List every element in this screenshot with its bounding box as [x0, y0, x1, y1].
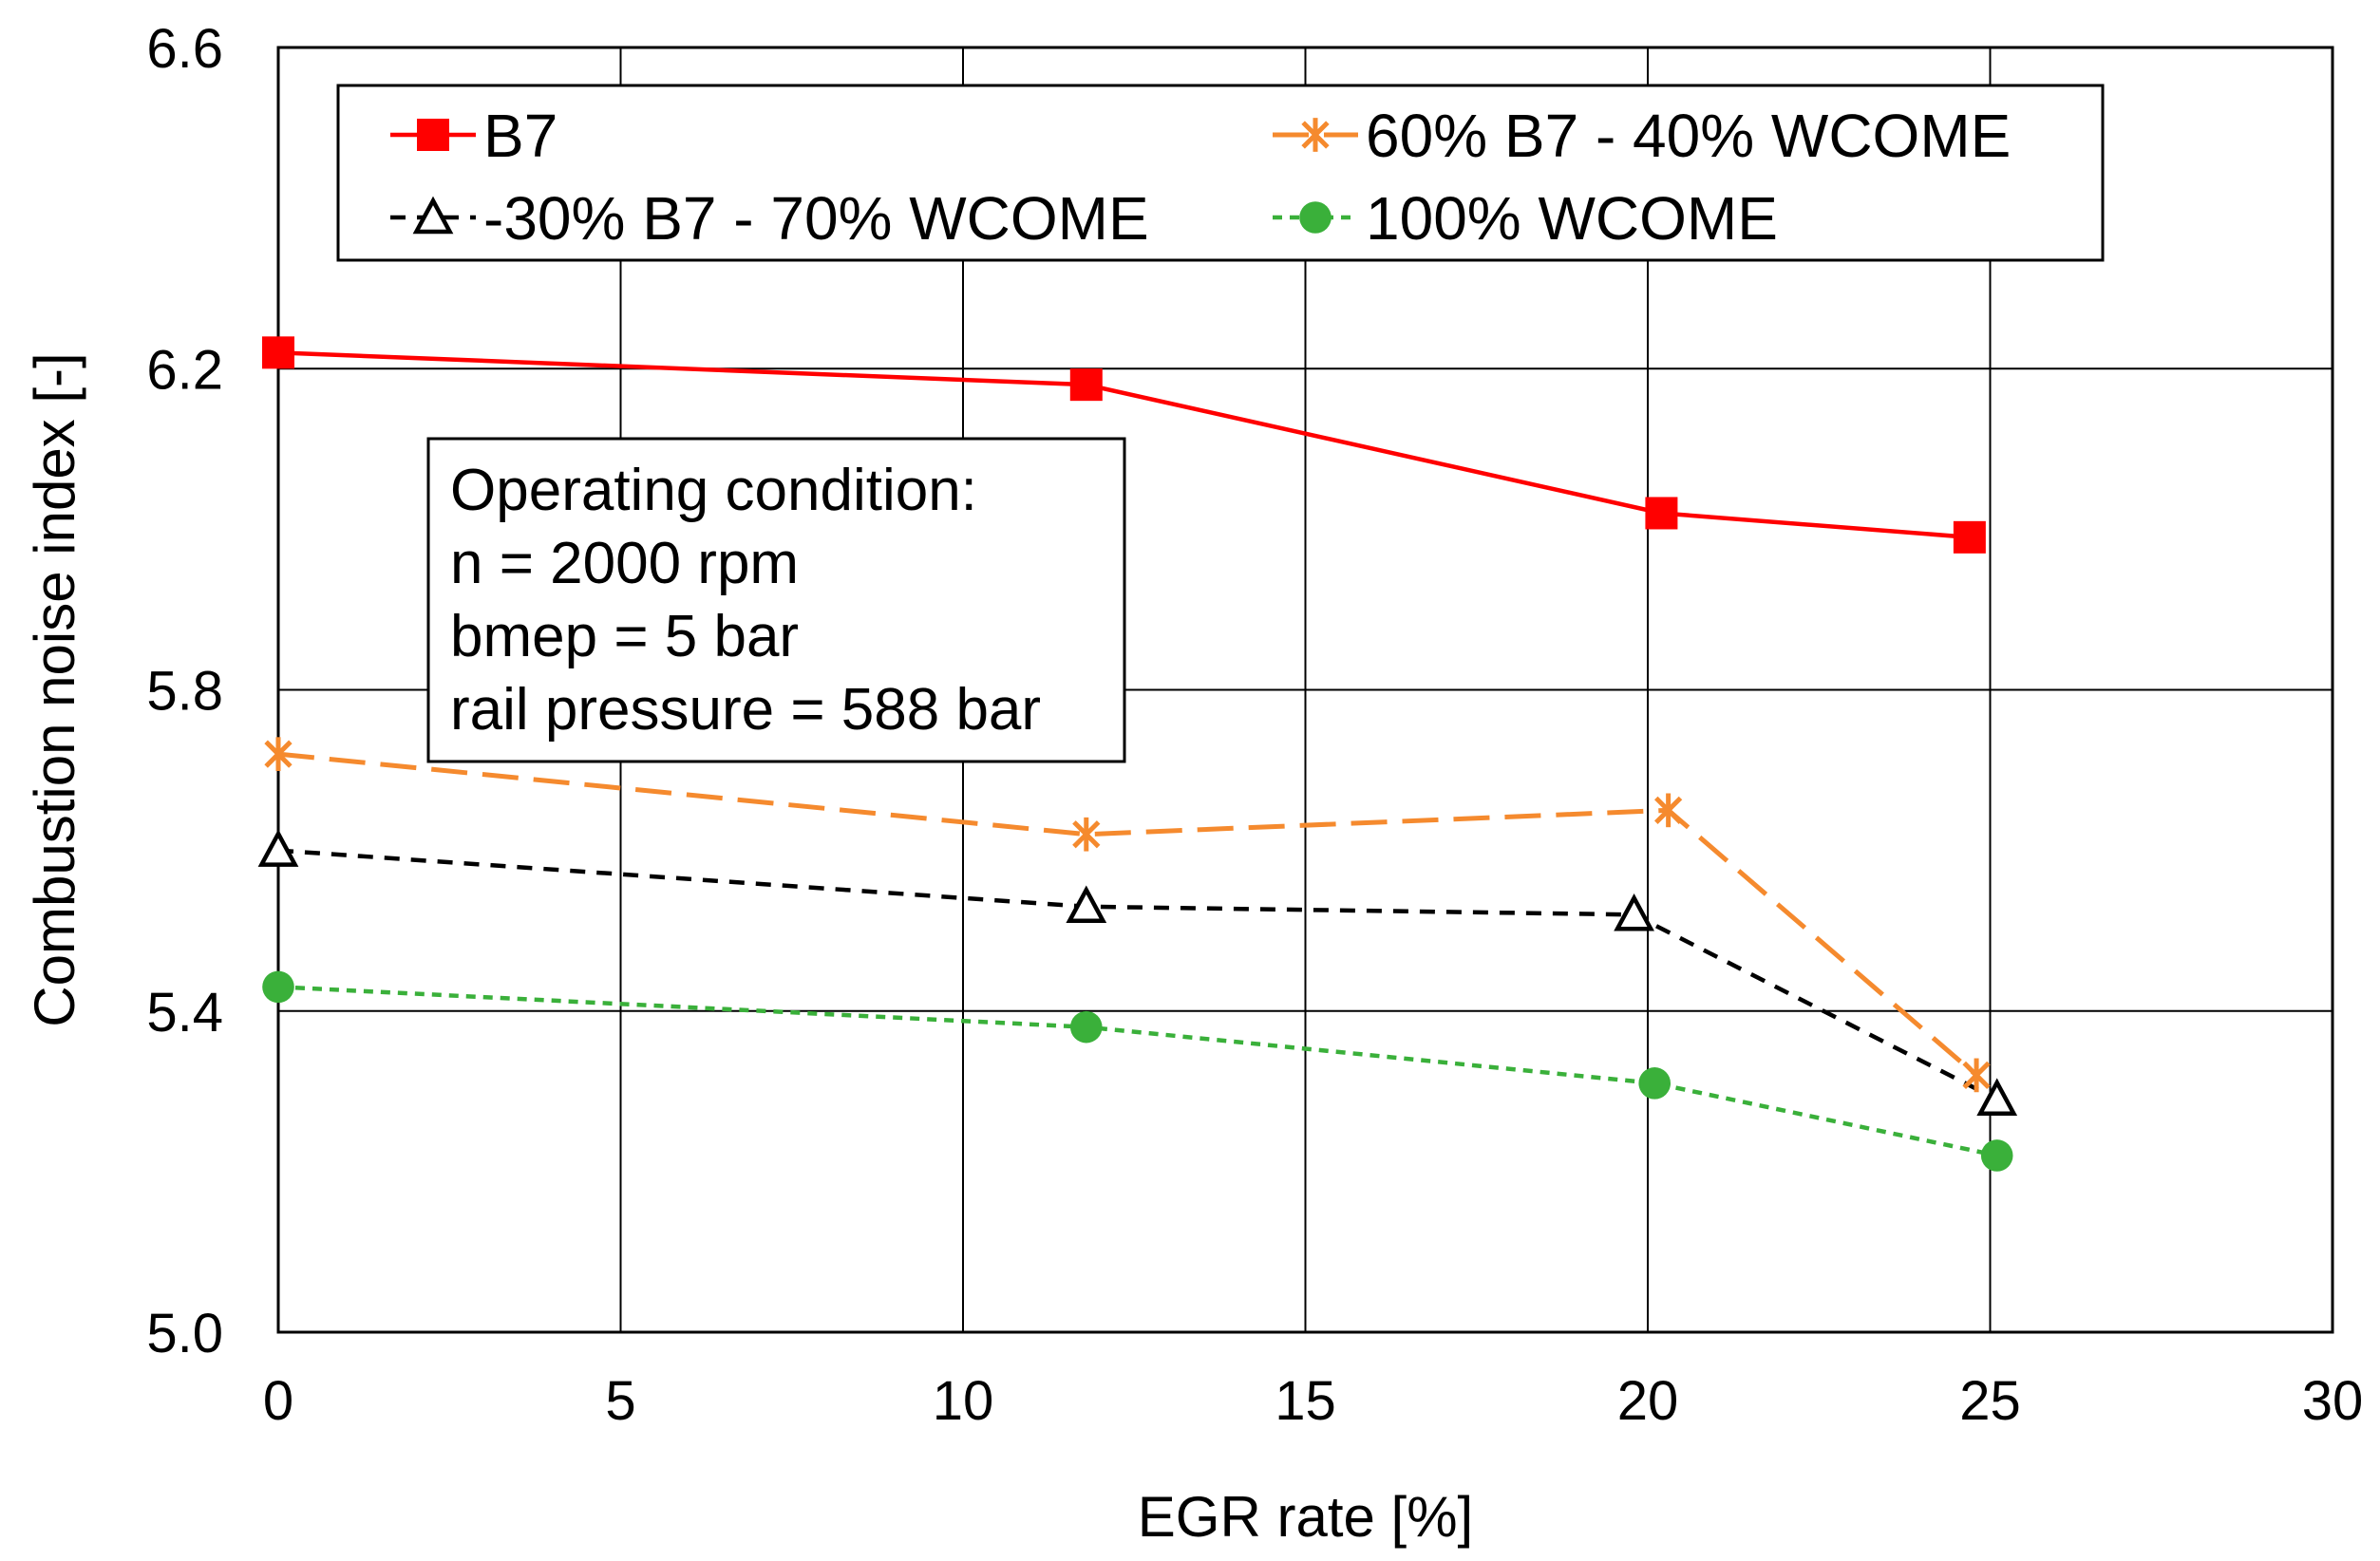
x-tick-label: 10: [933, 1370, 994, 1432]
y-tick-label: 5.0: [146, 1303, 223, 1364]
series-line-1: [277, 751, 1978, 1078]
annotation-line: rail pressure = 588 bar: [450, 677, 1041, 743]
legend-marker: [417, 119, 449, 151]
legend-label: -30% B7 - 70% WCOME: [483, 184, 1149, 253]
x-tick-label: 15: [1275, 1370, 1336, 1432]
legend-label: 100% WCOME: [1366, 184, 1778, 253]
legend-label: 60% B7 - 40% WCOME: [1366, 102, 2011, 170]
annotation-line: n = 2000 rpm: [450, 531, 799, 596]
legend-item: B7: [390, 102, 557, 170]
series-line-2: [277, 848, 1998, 1101]
data-point: [1069, 368, 1103, 402]
annotation-box: Operating condition: n = 2000 rpm bmep = 5…: [426, 437, 1126, 763]
data-point: [1072, 817, 1101, 852]
legend-marker: [1301, 118, 1330, 152]
y-tick-label: 5.4: [146, 982, 223, 1044]
data-point: [262, 970, 294, 1004]
data-point: [262, 336, 294, 369]
data-point: [1962, 1058, 1991, 1093]
x-tick-label: 20: [1617, 1370, 1679, 1432]
legend-box: [336, 84, 2105, 262]
legend-item: 100% WCOME: [1273, 184, 1778, 253]
legend-item: -30% B7 - 70% WCOME: [390, 184, 1149, 253]
data-point: [1980, 1139, 2013, 1172]
x-tick-label: 30: [2302, 1370, 2364, 1432]
series-lines: [277, 350, 1998, 1158]
legend-item: 60% B7 - 40% WCOME: [1273, 102, 2011, 170]
data-point: [1066, 885, 1107, 924]
y-tick-label: 6.6: [146, 18, 223, 80]
data-point: [257, 829, 299, 867]
series-line-3: [277, 985, 1998, 1158]
data-point: [1976, 1078, 2018, 1116]
data-point: [1645, 497, 1678, 530]
annotation-frame: [426, 437, 1126, 763]
data-point: [1953, 520, 1986, 554]
plot-area: [276, 46, 2334, 1334]
x-tick-label: 25: [1959, 1370, 2021, 1432]
data-point: [1069, 1010, 1103, 1044]
x-tick-label: 5: [605, 1370, 635, 1432]
data-point: [264, 737, 293, 771]
data-point: [1638, 1067, 1672, 1100]
y-tick-label: 5.8: [146, 661, 223, 723]
legend-label: B7: [483, 102, 557, 170]
y-axis: 5.0 5.4 5.8 6.2 6.6: [146, 18, 223, 1364]
series-markers: [257, 336, 2018, 1172]
x-tick-label: 0: [263, 1370, 293, 1432]
annotation-line: Operating condition:: [450, 458, 977, 523]
annotation-line: bmep = 5 bar: [450, 604, 799, 669]
y-axis-title: Combustion noise index [-]: [23, 352, 86, 1026]
data-point: [1654, 793, 1683, 828]
legend: B7 60% B7 - 40% WCOME -30% B7 - 70% WCOME 1…: [336, 84, 2105, 262]
series-line-0: [277, 350, 1971, 540]
legend-marker: [1299, 201, 1332, 234]
legend-marker: [412, 196, 454, 235]
y-tick-label: 6.2: [146, 339, 223, 401]
x-axis-title: EGR rate [%]: [1138, 1485, 1473, 1549]
data-point: [1614, 893, 1654, 931]
x-axis: 0 5 10 15 20 25 30: [263, 1370, 2363, 1432]
